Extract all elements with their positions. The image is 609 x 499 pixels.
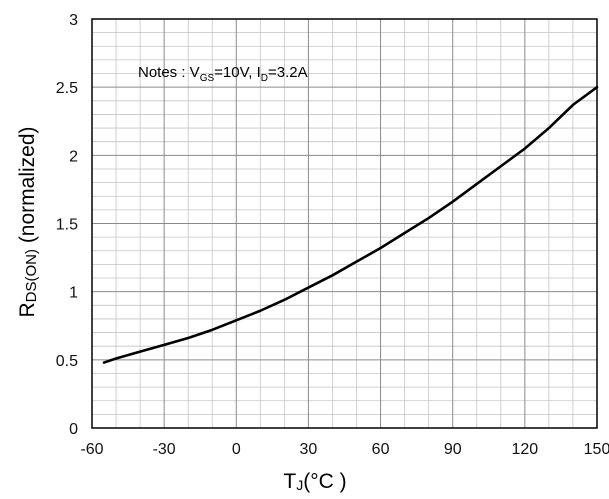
x-tick-label: 0 [232, 441, 241, 458]
x-tick-label: 30 [300, 441, 318, 458]
series-layer [102, 85, 599, 364]
y-tick-label: 2.5 [56, 80, 78, 97]
y-tick-label: 2 [69, 148, 78, 165]
y-tick-label: 1.5 [56, 217, 78, 234]
x-tick-labels: -60 -30 0 30 60 90 120 150 [80, 441, 609, 458]
notes-annotation: Notes : VGS=10V, ID=3.2A [138, 64, 308, 84]
x-tick-label: -30 [153, 441, 176, 458]
y-tick-label: 1 [69, 285, 78, 302]
x-tick-label: -60 [80, 441, 103, 458]
x-tick-label: 120 [512, 441, 539, 458]
x-tick-label: 150 [584, 441, 609, 458]
y-axis-title: RDS(ON) (normalized) [16, 126, 40, 317]
y-tick-label: 0.5 [56, 353, 78, 370]
series-line [102, 85, 599, 364]
plot-frame [91, 18, 598, 429]
y-tick-label: 3 [69, 12, 78, 29]
y-tick-label: 0 [69, 421, 78, 438]
x-axis-title: TJ(°C ) [283, 470, 346, 493]
y-tick-labels: 0 0.5 1 1.5 2 2.5 3 [56, 12, 78, 438]
x-tick-label: 60 [372, 441, 390, 458]
x-tick-label: 90 [444, 441, 462, 458]
